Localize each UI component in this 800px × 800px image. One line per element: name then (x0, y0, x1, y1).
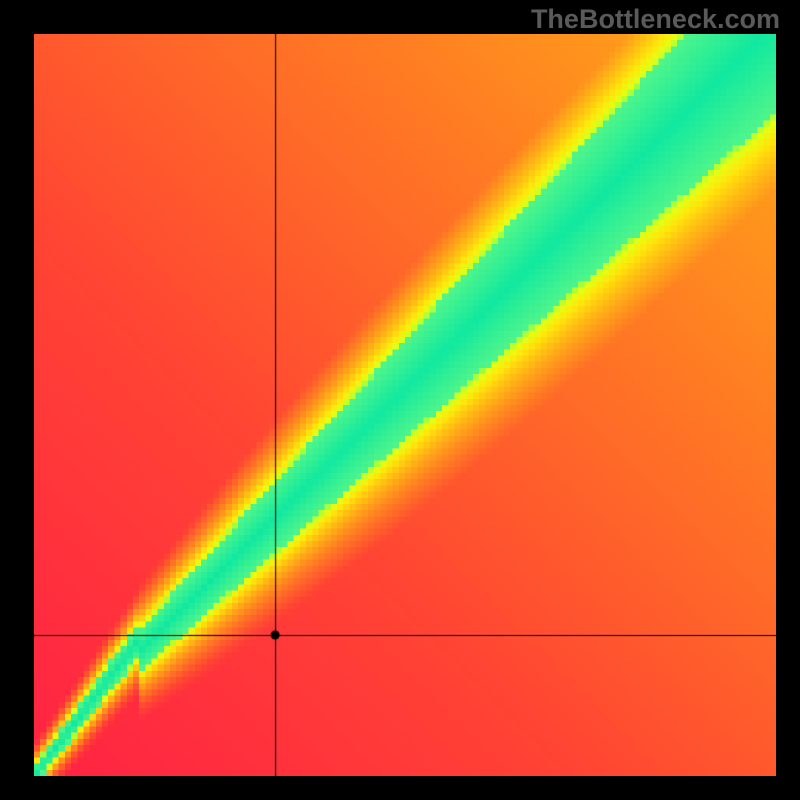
chart-container: TheBottleneck.com (0, 0, 800, 800)
attribution-text: TheBottleneck.com (531, 4, 780, 35)
bottleneck-heatmap (34, 34, 776, 776)
